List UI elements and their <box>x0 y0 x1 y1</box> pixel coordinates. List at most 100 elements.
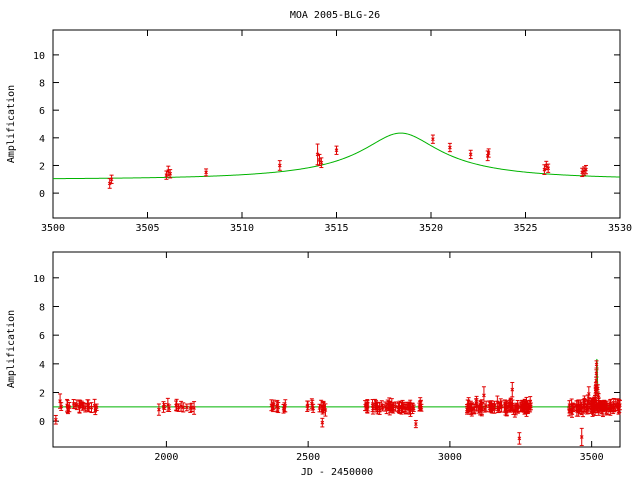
top-data-point <box>430 134 435 144</box>
top-data-point <box>204 168 209 177</box>
bottom-data-point <box>375 401 380 412</box>
bottom-data-point <box>87 402 92 413</box>
bottom-y-tick-label: 4 <box>39 360 45 371</box>
bottom-data-point <box>594 376 599 385</box>
bottom-y-axis-label: Amplification <box>6 310 17 388</box>
bottom-data-point <box>413 419 418 429</box>
bottom-data-point <box>468 400 473 411</box>
bottom-y-tick-label: 2 <box>39 389 45 400</box>
bottom-data-point <box>321 401 326 411</box>
top-y-ticks: 0 2 4 6 8 10 <box>33 51 620 200</box>
bottom-data-point <box>92 398 97 413</box>
bottom-data-point <box>364 402 369 412</box>
top-data-point <box>168 169 173 179</box>
bottom-data-point <box>320 417 325 428</box>
top-y-tick-label: 2 <box>39 161 45 172</box>
bottom-data-point <box>471 403 476 414</box>
bottom-x-tick-label: 3000 <box>438 452 462 463</box>
bottom-data-point <box>581 399 586 412</box>
bottom-data-point <box>590 403 595 412</box>
bottom-data-point <box>189 402 194 413</box>
bottom-data-point <box>181 402 186 413</box>
bottom-data-point <box>579 403 584 412</box>
bottom-data-point <box>595 384 600 393</box>
bottom-data-point <box>488 402 493 410</box>
bottom-data-point <box>478 402 483 410</box>
top-data-point <box>583 164 588 175</box>
bottom-data-point <box>283 399 288 413</box>
top-data-point <box>319 157 324 169</box>
top-x-tick-label: 3530 <box>608 223 632 234</box>
top-data-point <box>317 153 322 166</box>
bottom-data-points <box>53 360 622 447</box>
top-x-tick-label: 3510 <box>230 223 254 234</box>
bottom-data-point <box>184 403 189 412</box>
bottom-data-point <box>77 400 82 414</box>
bottom-data-point <box>269 399 274 412</box>
top-x-tick-label: 3525 <box>513 223 537 234</box>
bottom-x-ticks: 2000 2500 3000 3500 <box>154 252 604 463</box>
bottom-data-point <box>608 401 613 411</box>
bottom-data-point <box>515 403 520 412</box>
bottom-data-point <box>311 403 316 413</box>
bottom-data-point <box>419 399 424 412</box>
bottom-data-point <box>73 402 78 410</box>
top-y-tick-label: 8 <box>39 79 45 90</box>
bottom-data-point <box>397 400 402 414</box>
top-data-point <box>334 145 339 155</box>
bottom-data-point <box>65 400 70 414</box>
bottom-data-point <box>517 432 522 445</box>
top-x-tick-label: 3505 <box>135 223 159 234</box>
bottom-data-point <box>465 405 470 414</box>
bottom-data-point <box>305 400 310 411</box>
bottom-data-point <box>276 402 281 414</box>
bottom-data-point <box>593 385 598 394</box>
bottom-data-point <box>384 403 389 415</box>
top-data-point <box>447 142 452 153</box>
bottom-data-point <box>481 386 486 405</box>
bottom-data-point <box>598 402 603 411</box>
bottom-data-point <box>508 402 513 412</box>
top-y-tick-label: 6 <box>39 106 45 117</box>
bottom-data-point <box>161 401 166 413</box>
bottom-data-point <box>521 402 526 413</box>
bottom-data-point <box>179 400 184 412</box>
bottom-y-tick-label: 8 <box>39 302 45 313</box>
bottom-data-point <box>498 398 503 409</box>
top-data-point <box>277 160 282 171</box>
chart-title: MOA 2005-BLG-26 <box>290 10 380 21</box>
bottom-data-point <box>503 403 508 412</box>
bottom-data-point <box>586 386 591 402</box>
top-y-axis-label: Amplification <box>6 85 17 163</box>
bottom-data-point <box>400 399 405 414</box>
top-data-point <box>486 148 491 158</box>
top-y-tick-label: 0 <box>39 189 45 200</box>
bottom-y-tick-label: 0 <box>39 417 45 428</box>
top-model-line <box>53 132 621 180</box>
top-x-tick-label: 3500 <box>41 223 65 234</box>
bottom-y-tick-label: 10 <box>33 274 45 285</box>
bottom-data-point <box>407 401 412 415</box>
bottom-data-point <box>379 400 384 410</box>
bottom-y-tick-label: 6 <box>39 331 45 342</box>
bottom-data-point <box>510 381 515 398</box>
top-x-ticks: 3500 3505 3510 3515 3520 3525 3530 <box>41 30 632 234</box>
bottom-data-point <box>611 403 616 413</box>
bottom-x-tick-label: 2000 <box>154 452 178 463</box>
bottom-data-point <box>387 401 392 416</box>
bottom-data-point <box>192 401 197 415</box>
top-data-point <box>546 163 551 173</box>
bottom-x-tick-label: 3500 <box>580 452 604 463</box>
bottom-data-point <box>58 393 63 409</box>
bottom-data-point <box>317 403 322 413</box>
bottom-data-point <box>474 398 479 408</box>
bottom-data-point <box>579 427 584 447</box>
bottom-plot-frame <box>52 251 621 448</box>
top-y-tick-label: 10 <box>33 51 45 62</box>
bottom-data-point <box>81 402 86 410</box>
bottom-data-point <box>403 401 408 415</box>
bottom-data-point <box>604 402 609 414</box>
